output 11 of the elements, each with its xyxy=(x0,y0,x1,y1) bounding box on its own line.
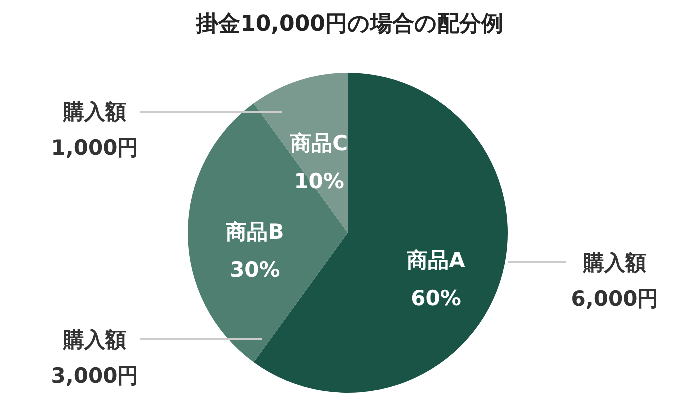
text: 購入額 1,000円 xyxy=(51,100,139,160)
pie-slice xyxy=(188,104,348,362)
slice-label: 商品C xyxy=(290,132,348,156)
slice-label: 商品A xyxy=(406,248,466,273)
data-label: 30% xyxy=(230,258,280,282)
data-label: 60% xyxy=(411,286,462,311)
text: 購入額 6,000円 xyxy=(571,251,659,311)
chart-title: 掛金10,000円の場合の配分例 xyxy=(196,12,504,37)
slice-label: 商品B xyxy=(225,220,284,244)
text: 購入額 3,000円 xyxy=(51,328,139,388)
data-label: 10% xyxy=(294,170,344,194)
